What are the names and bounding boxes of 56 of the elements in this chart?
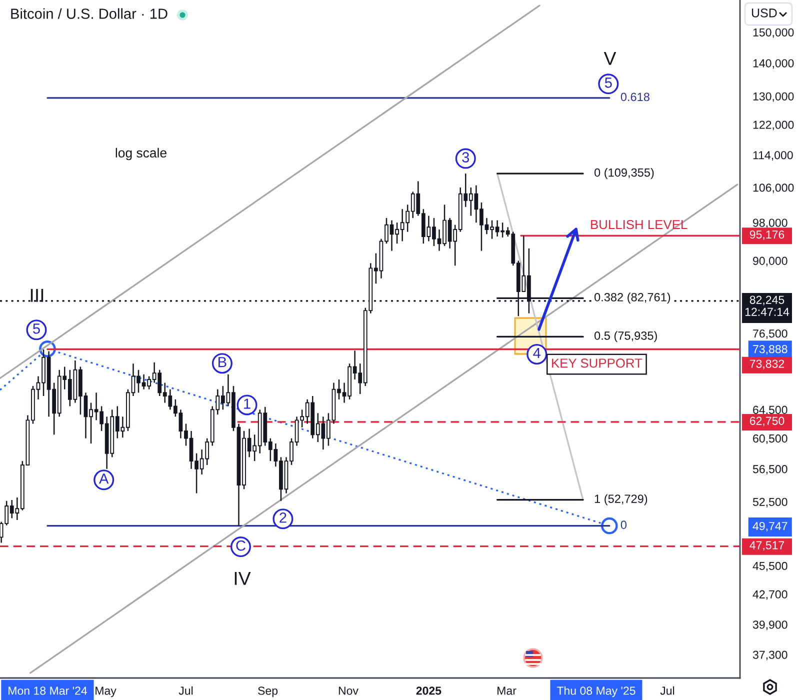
series-label: 1 (52,729) xyxy=(594,494,648,506)
y-tick-label: 114,000 xyxy=(753,151,793,161)
annotation: B xyxy=(218,357,226,368)
y-tick-label: 45,500 xyxy=(752,562,788,572)
x-tick-label: 2025 xyxy=(416,686,442,695)
y-tick-label: 122,000 xyxy=(753,120,794,130)
x-tick-label: Jul xyxy=(178,686,193,695)
annotation: C xyxy=(236,540,246,551)
y-tick-label: 60,500 xyxy=(753,434,788,444)
y-axis-title: USD xyxy=(752,8,777,18)
y-tick-label: 42,700 xyxy=(752,590,788,600)
annotation: A xyxy=(99,474,109,484)
annotation: 2 xyxy=(280,512,286,523)
annotation: 4 xyxy=(533,348,540,358)
series-label: 0.382 (82,761) xyxy=(594,292,670,304)
series-label: BULLISH LEVEL xyxy=(591,220,688,230)
annotation: III xyxy=(30,288,44,302)
chart-title: Bitcoin / U.S. Dollar · 1D xyxy=(11,8,168,19)
series-label: KEY SUPPORT xyxy=(552,358,642,368)
y-tick-label: 76,500 xyxy=(753,329,788,340)
annotation: V xyxy=(604,52,616,65)
y-tick-label: 64,500 xyxy=(753,406,788,416)
data-label: 95,176 xyxy=(750,230,784,240)
series-label: 0 xyxy=(620,520,627,529)
x-tick-label: Mon 18 Mar '24 xyxy=(8,686,88,695)
annotation: IV xyxy=(234,572,251,585)
y-tick-label: 106,000 xyxy=(753,184,794,194)
annotation: 3 xyxy=(462,152,470,162)
x-tick-label: Thu 08 May '25 xyxy=(556,686,636,698)
y-tick-label: 56,500 xyxy=(752,465,788,475)
y-tick-label: 73,888 xyxy=(753,345,788,355)
x-tick-label: Mar xyxy=(498,686,516,695)
annotation: 1 xyxy=(244,398,250,409)
x-tick-label: Nov xyxy=(338,686,358,695)
y-tick-label: 52,500 xyxy=(752,498,788,508)
x-tick-label: Sep xyxy=(258,686,278,698)
y-tick-label: 140,000 xyxy=(753,59,794,69)
annotation: 5 xyxy=(33,324,40,334)
annotation: 5 xyxy=(604,78,612,88)
data-label: 62,750 xyxy=(750,416,784,426)
y-tick-label: 98,000 xyxy=(753,218,788,228)
x-tick-label: Jul xyxy=(660,686,674,695)
y-tick-label: 39,900 xyxy=(752,620,788,630)
y-tick-label: 49,747 xyxy=(752,522,788,532)
x-tick-label: May xyxy=(96,686,116,698)
data-label: 47,517 xyxy=(750,541,784,551)
y-tick-label: 90,000 xyxy=(753,256,788,266)
data-label: 82,245 12:47:14 xyxy=(745,296,790,316)
series-label: 0 (109,355) xyxy=(594,168,654,180)
annotation: log scale xyxy=(116,148,166,160)
y-tick-label: 37,300 xyxy=(752,650,788,660)
series-label: 0.5 (75,935) xyxy=(594,331,657,342)
series-label: 0.618 xyxy=(620,92,650,102)
y-tick-label: 130,000 xyxy=(753,92,794,102)
data-label: 73,832 xyxy=(750,360,784,370)
y-tick-label: 150,000 xyxy=(753,28,794,38)
